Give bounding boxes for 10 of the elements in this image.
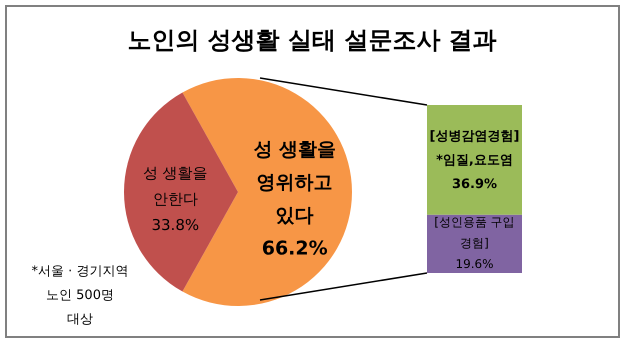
data-label: 66.2%	[262, 238, 328, 260]
data-label: 36.9%	[452, 176, 498, 192]
text: *서울 · 경기지역 노인 500명 대상	[32, 264, 128, 327]
series-label: [성병감염경험] *임질,요도염	[430, 128, 520, 168]
chart-title: 노인의 성생활 실태 설문조사 결과	[127, 26, 497, 54]
data-label: 33.8%	[151, 216, 200, 234]
slice-label: 성 생활을 영위하고 있다	[253, 138, 336, 227]
slice-label: 성 생활을 안한다	[142, 164, 208, 208]
data-label: 19.6%	[455, 257, 494, 272]
series-label: [성인용품 구입 경험]	[434, 215, 515, 250]
